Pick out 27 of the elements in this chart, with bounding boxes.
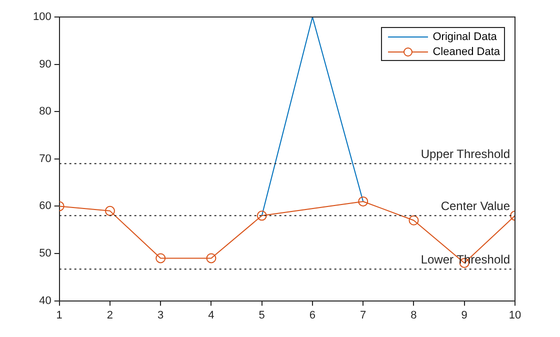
y-tick-label: 50 bbox=[39, 248, 52, 260]
x-tick-label: 10 bbox=[508, 309, 522, 322]
x-tick-label: 3 bbox=[158, 309, 164, 322]
x-tick-label: 5 bbox=[258, 309, 265, 322]
y-tick-label: 80 bbox=[39, 106, 52, 118]
x-tick-label: 6 bbox=[309, 309, 316, 322]
x-tick-label: 7 bbox=[360, 309, 366, 322]
y-tick-label: 40 bbox=[39, 294, 52, 307]
y-tick-label: 70 bbox=[39, 152, 52, 165]
x-tick-label: 4 bbox=[208, 309, 214, 322]
x-tick-label: 9 bbox=[461, 309, 468, 322]
point bbox=[256, 210, 267, 221]
ref-line-label: Center Value bbox=[440, 198, 510, 213]
x-tick-label: 1 bbox=[56, 309, 62, 322]
point bbox=[156, 253, 166, 264]
x-tick-label: 8 bbox=[410, 309, 417, 322]
legend-label: Original Data bbox=[432, 30, 497, 42]
point bbox=[206, 253, 216, 264]
legend-label: Cleaned Data bbox=[432, 46, 500, 58]
point bbox=[104, 206, 115, 216]
y-tick-label: 60 bbox=[39, 200, 52, 212]
y-tick-label: 100 bbox=[32, 11, 52, 24]
point bbox=[358, 196, 368, 206]
ref-line-label: Upper Threshold bbox=[420, 146, 510, 161]
y-tick-label: 90 bbox=[39, 58, 52, 70]
x-tick-label: 2 bbox=[106, 309, 114, 322]
point bbox=[408, 215, 419, 226]
